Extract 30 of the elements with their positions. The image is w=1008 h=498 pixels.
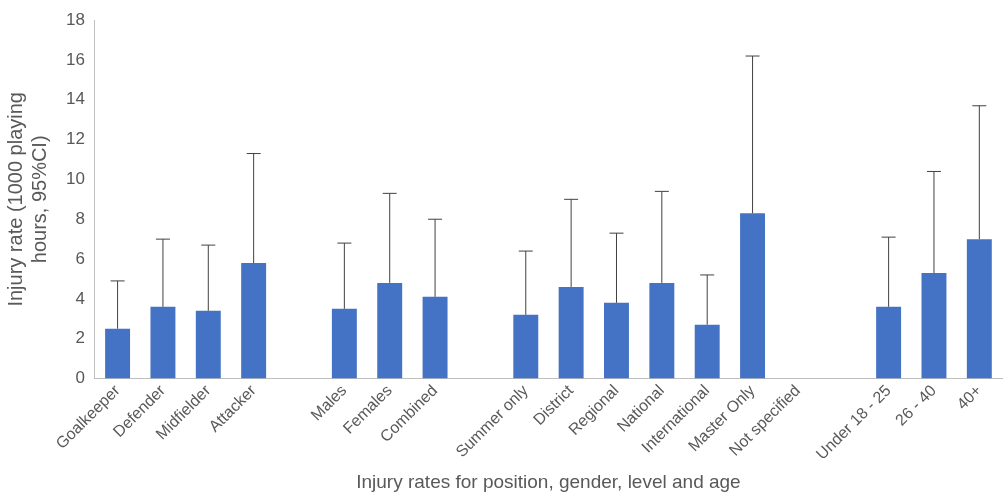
y-tick-label: 18: [65, 9, 85, 29]
bar: [422, 296, 448, 379]
y-tick-label: 2: [75, 328, 85, 348]
y-tick-label: 0: [75, 368, 85, 388]
x-tick-label: 26 - 40: [891, 381, 940, 429]
bar: [377, 282, 403, 379]
y-tick-label: 12: [65, 129, 85, 149]
bar: [694, 324, 720, 379]
bar: [740, 213, 766, 379]
bar: [966, 239, 992, 379]
y-tick-label: 14: [65, 89, 85, 109]
x-axis-title: Injury rates for position, gender, level and age: [356, 470, 741, 492]
bar: [331, 308, 357, 379]
bar: [150, 306, 176, 379]
y-tick-label: 16: [65, 49, 85, 69]
y-axis-title: Injury rate (1000 playing hours, 95%CI): [3, 92, 50, 307]
bar: [558, 286, 584, 379]
bar: [105, 328, 131, 379]
bar: [604, 302, 629, 379]
y-tick-label: 6: [75, 248, 85, 268]
y-tick-label: 4: [75, 288, 85, 308]
y-tick-label: 8: [75, 208, 85, 228]
bar: [876, 306, 902, 379]
bar: [195, 310, 221, 379]
bar: [921, 272, 947, 379]
bar: [649, 282, 675, 379]
bar: [513, 314, 539, 379]
x-tick-label: 40+: [953, 381, 985, 413]
y-tick-label: 10: [65, 169, 85, 189]
bar: [241, 263, 267, 379]
